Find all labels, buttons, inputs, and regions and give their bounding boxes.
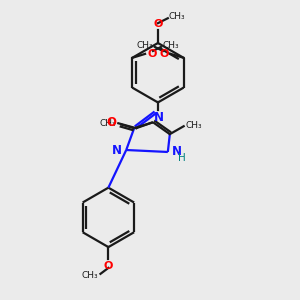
Text: N: N xyxy=(112,143,122,157)
Text: N: N xyxy=(154,111,164,124)
Text: O: O xyxy=(153,19,163,29)
Text: CH₃: CH₃ xyxy=(82,271,98,280)
Text: CH₃: CH₃ xyxy=(186,121,202,130)
Text: O: O xyxy=(106,116,116,129)
Text: CH₃: CH₃ xyxy=(169,12,185,21)
Text: O: O xyxy=(159,49,169,59)
Text: N: N xyxy=(172,146,182,158)
Text: O: O xyxy=(104,261,113,271)
Text: H: H xyxy=(178,153,185,163)
Text: CH₃: CH₃ xyxy=(163,41,179,50)
Text: CH₃: CH₃ xyxy=(100,119,116,128)
Text: O: O xyxy=(147,49,156,59)
Text: CH₃: CH₃ xyxy=(136,41,153,50)
